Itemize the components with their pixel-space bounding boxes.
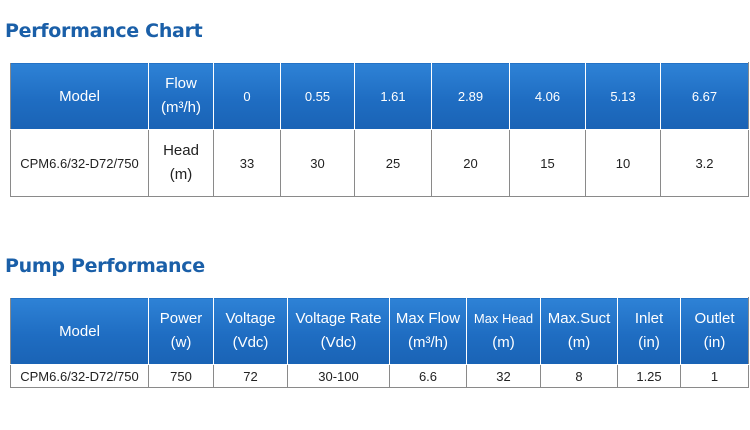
flow-unit: (m³/h): [161, 99, 201, 116]
voltage-header: Voltage (Vdc): [213, 297, 288, 365]
max-head-label: Max Head: [473, 311, 534, 326]
pump-performance-header-row: Model Power (w) Voltage (Vdc) Voltage Ra…: [10, 297, 749, 365]
max-flow-label: Max Flow: [395, 310, 461, 327]
voltage-unit: (Vdc): [232, 334, 269, 351]
head-value: 20: [431, 129, 510, 197]
performance-chart-data-row: CPM6.6/32-D72/750 Head (m) 33 30 25 20 1…: [10, 129, 749, 197]
max-suct-unit: (m): [567, 334, 591, 351]
head-value: 3.2: [660, 129, 749, 197]
max-flow-unit: (m³/h): [408, 334, 448, 351]
voltage-rate-unit: (Vdc): [320, 334, 357, 351]
head-value: 15: [509, 129, 586, 197]
inlet-header: Inlet (in): [617, 297, 681, 365]
max-head-unit: (m): [492, 334, 515, 351]
model-header: Model: [10, 297, 149, 365]
inlet-value: 1.25: [617, 364, 681, 388]
model-cell: CPM6.6/32-D72/750: [10, 364, 149, 388]
head-unit: (m): [169, 166, 193, 183]
max-flow-value: 6.6: [389, 364, 467, 388]
flow-value: 6.67: [660, 62, 749, 130]
head-value: 33: [213, 129, 281, 197]
voltage-rate-value: 30-100: [287, 364, 390, 388]
head-label: Head: [163, 142, 199, 159]
voltage-rate-label: Voltage Rate: [295, 310, 382, 327]
performance-chart-header-row: Model Flow (m³/h) 0 0.55 1.61 2.89 4.06 …: [10, 62, 749, 130]
outlet-label: Outlet: [694, 310, 735, 327]
outlet-unit: (in): [703, 334, 726, 351]
head-value: 25: [354, 129, 432, 197]
pump-performance-data-row: CPM6.6/32-D72/750 750 72 30-100 6.6 32 8…: [10, 364, 749, 388]
head-header: Head (m): [148, 129, 214, 197]
outlet-value: 1: [680, 364, 749, 388]
pump-performance-table: Model Power (w) Voltage (Vdc) Voltage Ra…: [10, 297, 749, 388]
model-header: Model: [10, 62, 149, 130]
power-label: Power: [159, 310, 203, 327]
inlet-label: Inlet: [634, 310, 664, 327]
flow-value: 0.55: [280, 62, 355, 130]
flow-value: 0: [213, 62, 281, 130]
max-head-value: 32: [466, 364, 541, 388]
power-value: 750: [148, 364, 214, 388]
flow-value: 2.89: [431, 62, 510, 130]
max-flow-header: Max Flow (m³/h): [389, 297, 467, 365]
model-cell: CPM6.6/32-D72/750: [10, 129, 149, 197]
max-suct-header: Max.Suct (m): [540, 297, 618, 365]
performance-chart-title: Performance Chart: [5, 20, 203, 42]
voltage-label: Voltage: [225, 310, 276, 327]
head-value: 10: [585, 129, 661, 197]
flow-header: Flow (m³/h): [148, 62, 214, 130]
flow-label: Flow: [165, 75, 197, 92]
power-unit: (w): [170, 334, 192, 351]
flow-value: 1.61: [354, 62, 432, 130]
outlet-header: Outlet (in): [680, 297, 749, 365]
pump-performance-title: Pump Performance: [5, 255, 205, 277]
max-suct-label: Max.Suct: [547, 310, 611, 327]
power-header: Power (w): [148, 297, 214, 365]
max-head-header: Max Head (m): [466, 297, 541, 365]
inlet-unit: (in): [638, 334, 660, 351]
head-value: 30: [280, 129, 355, 197]
performance-chart-table: Model Flow (m³/h) 0 0.55 1.61 2.89 4.06 …: [10, 62, 749, 197]
flow-value: 5.13: [585, 62, 661, 130]
flow-value: 4.06: [509, 62, 586, 130]
voltage-rate-header: Voltage Rate (Vdc): [287, 297, 390, 365]
voltage-value: 72: [213, 364, 288, 388]
max-suct-value: 8: [540, 364, 618, 388]
